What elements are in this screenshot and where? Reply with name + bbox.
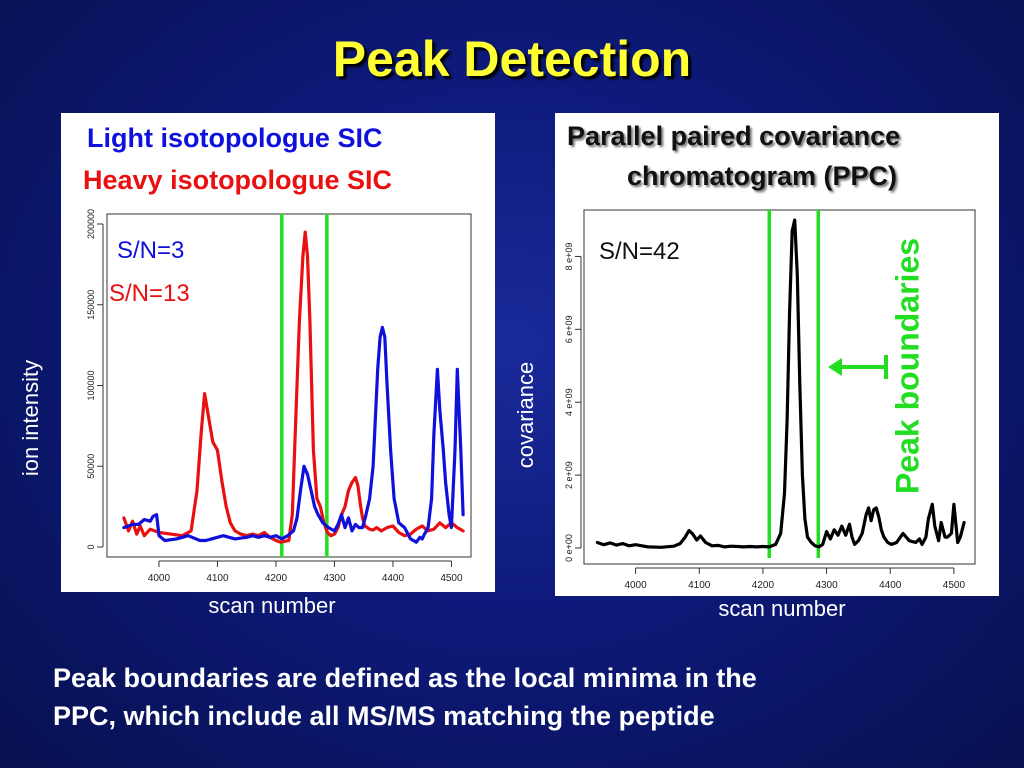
x-tick-label: 4300 (815, 580, 838, 591)
y-tick-label: 8 e+09 (564, 243, 574, 271)
x-tick-label: 4400 (879, 580, 902, 591)
right-plot-frame (583, 209, 976, 565)
left-chart-background (61, 208, 495, 592)
y-tick-label: 2 e+09 (564, 461, 574, 489)
left-plot-frame (106, 213, 472, 558)
right-chart-background (555, 196, 999, 596)
peak-boundaries-arrow (828, 355, 888, 379)
y-tick-label: 6 e+09 (564, 315, 574, 343)
light-series-line (122, 325, 465, 544)
slide-title: Peak Detection (332, 31, 692, 87)
x-tick-label: 4200 (265, 573, 288, 584)
footer-text: Peak boundaries are defined as the local… (53, 659, 1013, 735)
y-tick-label: 0 e+00 (564, 534, 574, 562)
x-tick-label: 4000 (148, 573, 171, 584)
heavy-series-line (122, 230, 465, 544)
x-tick-label: 4500 (943, 580, 966, 591)
x-tick-label: 4100 (688, 580, 711, 591)
x-tick-label: 4100 (206, 573, 229, 584)
right-chart: 4000 4100 4200 4300 4400 4500 0 e+00 2 e+09 4 e+… (555, 196, 999, 596)
y-tick-label: 0 (86, 544, 96, 549)
sn-ppc-label: S/N=42 (599, 238, 680, 265)
left-chart: 4000 4100 4200 4300 4400 4500 0 50000 100000 1500… (61, 208, 495, 592)
right-title-box: Parallel paired covariance chromatogram … (555, 113, 999, 196)
y-tick-label: 200000 (86, 209, 96, 239)
ppc-title-line-1: Parallel paired covariance (567, 121, 901, 151)
footer-line-1: Peak boundaries are defined as the local… (53, 663, 757, 693)
x-tick-label: 4500 (440, 573, 463, 584)
y-tick-label: 4 e+09 (564, 388, 574, 416)
legend-heavy-isotopologue: Heavy isotopologue SIC (83, 165, 393, 195)
ppc-title-line-2: chromatogram (PPC) (627, 161, 898, 191)
right-x-axis-label: scan number (718, 596, 846, 621)
y-tick-label: 100000 (86, 370, 96, 400)
x-tick-label: 4200 (752, 580, 775, 591)
y-tick-label: 150000 (86, 290, 96, 320)
y-tick-label: 50000 (86, 454, 96, 479)
x-tick-label: 4000 (624, 580, 647, 591)
x-tick-label: 4400 (382, 573, 405, 584)
left-x-axis-label: scan number (208, 593, 336, 618)
right-y-axis-label: covariance (513, 361, 538, 469)
sn-light-label: S/N=3 (117, 237, 184, 264)
footer-line-2: PPC, which include all MS/MS matching th… (53, 701, 715, 731)
left-y-axis-label: ion intensity (18, 359, 43, 477)
legend-light-isotopologue: Light isotopologue SIC (87, 123, 383, 153)
x-tick-label: 4300 (323, 573, 346, 584)
left-legend-box: Light isotopologue SIC Heavy isotopologu… (61, 113, 495, 208)
ppc-series-line (595, 218, 966, 549)
sn-heavy-label: S/N=13 (109, 280, 190, 307)
peak-boundaries-annotation: Peak boundaries (889, 237, 926, 495)
